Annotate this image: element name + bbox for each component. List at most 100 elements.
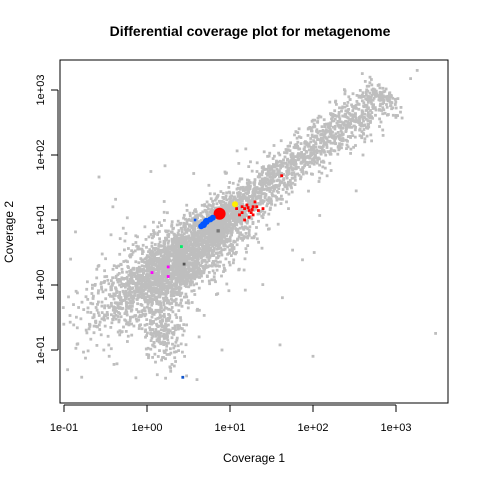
data-point [164, 236, 168, 240]
data-point [152, 259, 155, 263]
data-point [274, 163, 278, 167]
data-point [206, 205, 209, 209]
data-point [162, 303, 166, 307]
data-point [237, 267, 241, 271]
data-point [159, 328, 163, 332]
data-point [394, 106, 398, 110]
highlight-point [182, 262, 186, 266]
data-point [213, 271, 216, 275]
data-point [212, 260, 215, 263]
data-point [150, 308, 154, 312]
data-point [306, 161, 310, 165]
data-point [253, 205, 256, 209]
data-point [157, 277, 161, 281]
data-point [150, 249, 153, 253]
data-point [237, 198, 241, 202]
data-point [194, 237, 198, 241]
data-point [159, 278, 162, 282]
data-point [343, 102, 346, 105]
data-point [114, 294, 117, 297]
data-point [188, 243, 192, 246]
data-point [260, 246, 264, 250]
data-point [181, 333, 185, 337]
data-point [208, 255, 212, 259]
data-point [194, 210, 198, 214]
data-point [381, 106, 385, 110]
data-point [267, 212, 271, 216]
data-point [188, 256, 192, 259]
data-point [279, 160, 283, 163]
data-point [150, 294, 154, 297]
data-point [345, 124, 348, 128]
data-point [294, 130, 298, 133]
data-point [136, 302, 139, 306]
data-point [102, 281, 106, 284]
data-point [119, 263, 123, 267]
data-point [291, 153, 295, 157]
data-point [79, 317, 83, 321]
data-point [331, 125, 335, 129]
data-point [128, 277, 132, 281]
data-point [74, 230, 77, 234]
data-point [286, 148, 290, 152]
data-point [365, 134, 369, 138]
data-point [173, 236, 176, 240]
data-point [66, 368, 69, 372]
data-point [193, 264, 197, 267]
data-point [363, 112, 366, 116]
data-point [100, 285, 103, 289]
data-point [289, 160, 293, 163]
data-point [192, 261, 196, 265]
data-point [132, 271, 136, 275]
data-point [280, 194, 283, 198]
data-point [220, 224, 224, 228]
data-point [139, 279, 142, 283]
data-point [176, 274, 180, 278]
data-point [196, 231, 200, 235]
data-point [190, 289, 194, 293]
data-point [275, 185, 278, 189]
data-point [209, 243, 212, 247]
data-point [179, 226, 183, 230]
data-point [370, 139, 373, 143]
data-point [283, 151, 286, 154]
data-point [164, 318, 168, 321]
data-point [198, 267, 201, 271]
data-point [128, 269, 131, 273]
data-point [374, 113, 377, 117]
data-point [195, 264, 199, 268]
data-point [115, 362, 119, 366]
data-point [223, 244, 227, 247]
data-point [155, 373, 159, 377]
data-point [153, 286, 157, 290]
data-point [306, 134, 310, 137]
data-point [201, 245, 205, 249]
data-point [177, 285, 181, 289]
data-point [132, 296, 136, 300]
data-point [280, 181, 283, 184]
data-point [155, 260, 159, 264]
data-point [360, 72, 364, 75]
data-point [193, 231, 197, 235]
data-point [147, 235, 151, 239]
data-point [301, 258, 304, 262]
data-point [192, 222, 196, 226]
data-point [258, 187, 262, 191]
data-point [248, 201, 252, 205]
data-point [167, 285, 171, 288]
data-point [349, 113, 353, 117]
data-point [158, 349, 161, 352]
data-point [191, 274, 195, 278]
data-point [148, 269, 152, 272]
data-point [255, 161, 259, 165]
data-point [186, 263, 189, 267]
data-point [275, 189, 279, 193]
data-point [134, 317, 138, 321]
data-point [247, 197, 250, 201]
data-point [213, 263, 217, 267]
data-point [187, 247, 190, 251]
data-point [202, 269, 206, 272]
data-point [166, 211, 169, 215]
data-point [351, 134, 355, 137]
data-point [89, 301, 93, 305]
